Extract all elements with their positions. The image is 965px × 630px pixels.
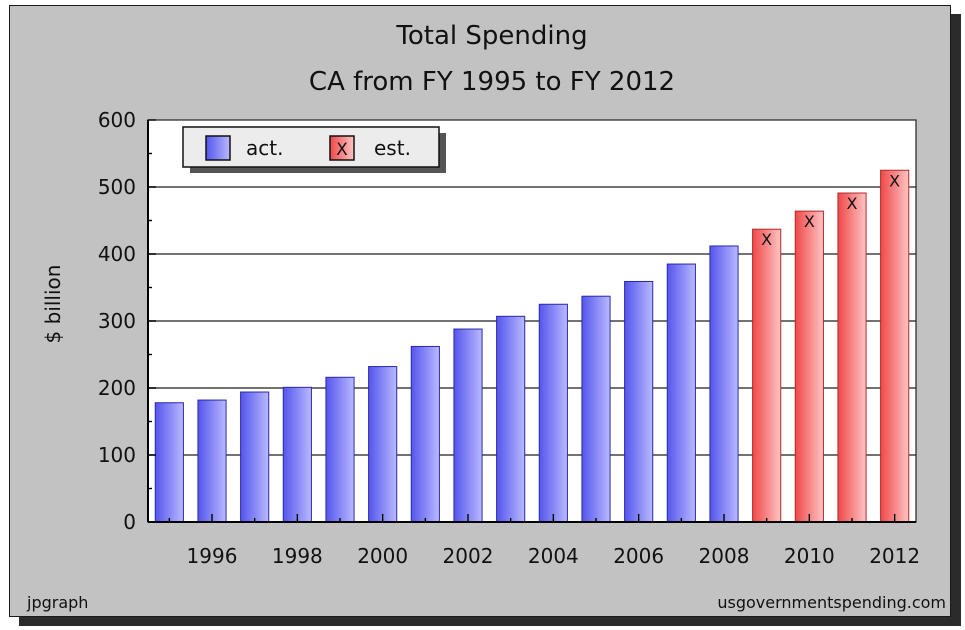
footer-credit-right: usgovernmentspending.com <box>717 593 946 612</box>
x-tick-label-2002: 2002 <box>443 544 494 568</box>
bar-act-1999 <box>325 376 355 523</box>
bar-est-2009 <box>752 228 782 523</box>
marker-2011: X <box>847 194 858 213</box>
y-tick-label-400: 400 <box>98 242 136 266</box>
bars: X X X X <box>154 169 910 523</box>
bar-act-2001 <box>410 345 440 523</box>
x-tick-label-2012: 2012 <box>869 544 920 568</box>
y-axis-label: $ billion <box>41 265 65 344</box>
bar-est-2010 <box>794 210 824 523</box>
chart-subtitle: CA from FY 1995 to FY 2012 <box>309 67 675 97</box>
y-tick-label-0: 0 <box>123 510 136 534</box>
x-tick-labels: 1996 1998 2000 2002 2004 2006 2008 2010 2012 <box>187 544 921 568</box>
marker-2010: X <box>804 212 815 231</box>
x-tick-label-2010: 2010 <box>784 544 835 568</box>
bar-act-2002 <box>453 328 483 523</box>
legend-est-swatch <box>329 135 355 161</box>
x-tick-label-1998: 1998 <box>272 544 323 568</box>
marker-2009: X <box>761 230 772 249</box>
x-tick-label-2004: 2004 <box>528 544 579 568</box>
axes <box>147 119 917 523</box>
x-tick-label-1996: 1996 <box>187 544 238 568</box>
y-tick-labels: 0 100 200 300 400 500 600 <box>98 108 136 534</box>
legend-est-marker: X <box>336 140 348 160</box>
y-tick-label-100: 100 <box>98 443 136 467</box>
legend-est-label: est. <box>374 136 411 160</box>
bar-act-2000 <box>368 366 398 523</box>
x-tick-label-2000: 2000 <box>357 544 408 568</box>
legend-act-label: act. <box>246 136 283 160</box>
legend-act-swatch <box>205 135 231 161</box>
bar-act-1997 <box>240 391 270 523</box>
y-tick-label-500: 500 <box>98 175 136 199</box>
footer-credit-left: jpgraph <box>26 593 88 612</box>
x-tick-label-2008: 2008 <box>699 544 750 568</box>
chart-title: Total Spending <box>395 21 587 51</box>
x-tick-label-2006: 2006 <box>613 544 664 568</box>
bar-act-2007 <box>666 263 696 523</box>
bar-act-1998 <box>282 386 312 523</box>
bar-est-2012 <box>880 169 910 523</box>
marker-2012: X <box>889 171 900 190</box>
bar-act-2004 <box>538 303 568 523</box>
bar-act-2003 <box>496 315 526 523</box>
bar-act-2008 <box>709 245 739 523</box>
bar-act-2005 <box>581 295 611 523</box>
bar-est-2011 <box>837 192 867 523</box>
bar-act-2006 <box>624 280 654 523</box>
legend: act. X est. <box>182 126 446 173</box>
y-tick-label-200: 200 <box>98 376 136 400</box>
bar-act-1996 <box>197 399 227 523</box>
y-tick-label-600: 600 <box>98 108 136 132</box>
gridlines <box>148 186 916 456</box>
bar-act-1995 <box>154 402 184 523</box>
y-tick-label-300: 300 <box>98 309 136 333</box>
